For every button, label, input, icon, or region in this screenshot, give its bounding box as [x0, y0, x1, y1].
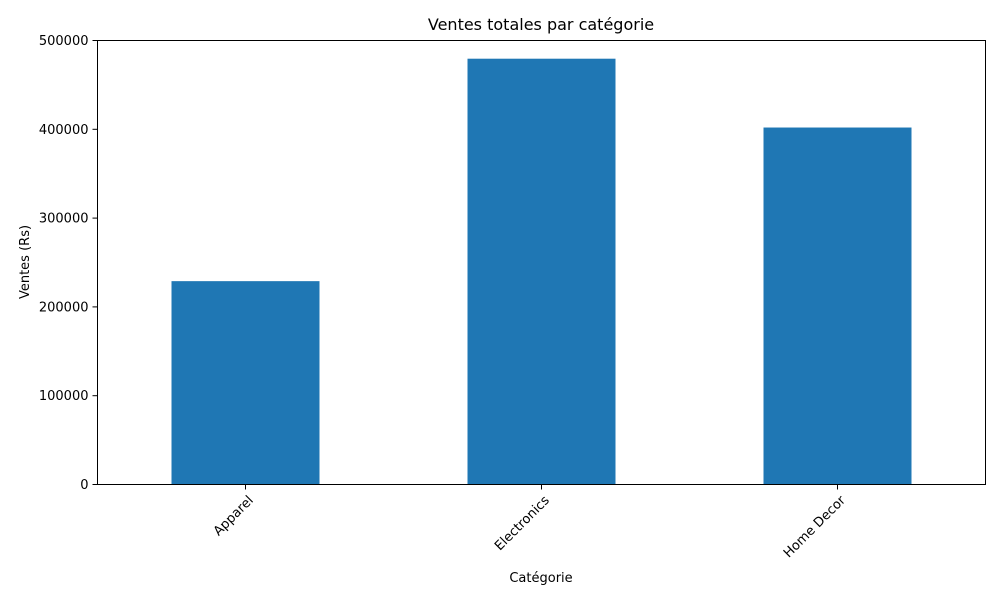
y-tick-label: 300000	[39, 212, 89, 227]
x-axis-label: Catégorie	[509, 571, 572, 586]
x-axis-ticks: Apparel Electronics Home Decor	[211, 484, 849, 561]
y-tick-label: 400000	[39, 123, 89, 138]
bar-home-decor	[763, 127, 912, 485]
y-tick-label: 200000	[39, 300, 89, 315]
bar-apparel	[171, 281, 320, 485]
y-axis-ticks: 0 100000 200000 300000 400000 500000	[39, 34, 98, 493]
y-tick-label: 0	[80, 478, 88, 493]
y-tick-label: 100000	[39, 389, 89, 404]
x-tick-label: Electronics	[492, 493, 553, 554]
y-axis-label: Ventes (Rs)	[18, 225, 33, 299]
bars-layer	[171, 58, 912, 485]
bar-electronics	[467, 58, 616, 485]
y-tick-label: 500000	[39, 34, 89, 49]
x-tick-label: Home Decor	[781, 493, 849, 561]
chart-title: Ventes totales par catégorie	[428, 15, 654, 34]
x-tick-label: Apparel	[211, 493, 257, 539]
